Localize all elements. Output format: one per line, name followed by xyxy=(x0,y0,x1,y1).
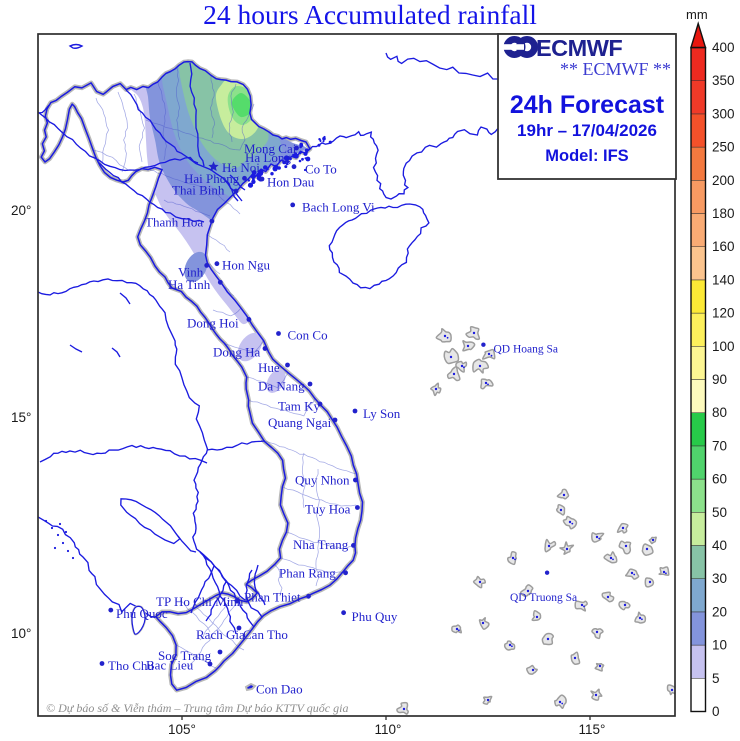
svg-text:Thanh Hoa: Thanh Hoa xyxy=(145,215,203,230)
svg-text:250: 250 xyxy=(712,140,735,155)
svg-text:115°: 115° xyxy=(579,722,606,737)
svg-text:Ha Long: Ha Long xyxy=(245,150,291,165)
svg-text:19hr – 17/04/2026: 19hr – 17/04/2026 xyxy=(517,121,657,140)
svg-text:70: 70 xyxy=(712,438,727,453)
svg-text:Rach Gia: Rach Gia xyxy=(196,627,245,642)
svg-text:Ha Noi: Ha Noi xyxy=(222,160,260,175)
svg-text:© Dự báo số & Viễn thám – Trun: © Dự báo số & Viễn thám – Trung tâm Dự b… xyxy=(46,701,348,715)
svg-text:Nha Trang: Nha Trang xyxy=(293,537,349,552)
svg-text:Hai Phong: Hai Phong xyxy=(184,171,240,186)
svg-text:Hon Ngu: Hon Ngu xyxy=(222,258,271,273)
svg-text:30: 30 xyxy=(712,571,727,586)
svg-text:200: 200 xyxy=(712,173,735,188)
svg-text:20: 20 xyxy=(712,604,727,619)
svg-text:Con Dao: Con Dao xyxy=(256,682,303,697)
svg-text:105°: 105° xyxy=(168,722,196,737)
svg-text:350: 350 xyxy=(712,73,735,88)
svg-text:Dong Hoi: Dong Hoi xyxy=(187,316,239,331)
svg-text:ECMWF: ECMWF xyxy=(536,35,622,61)
svg-text:Co To: Co To xyxy=(305,162,337,177)
svg-text:50: 50 xyxy=(712,505,727,520)
svg-text:10: 10 xyxy=(712,638,727,653)
svg-text:TP Ho Chi Minh: TP Ho Chi Minh xyxy=(156,594,244,609)
svg-text:300: 300 xyxy=(712,106,735,121)
svg-text:Con Co: Con Co xyxy=(288,328,328,343)
svg-text:Mong Cai: Mong Cai xyxy=(244,141,297,156)
svg-text:Vinh: Vinh xyxy=(178,265,204,280)
svg-text:Ha Tinh: Ha Tinh xyxy=(168,277,211,292)
svg-text:** ECMWF **: ** ECMWF ** xyxy=(560,59,671,79)
svg-text:15°: 15° xyxy=(11,410,31,425)
svg-text:Model: IFS: Model: IFS xyxy=(545,147,628,165)
svg-text:Quy Nhon: Quy Nhon xyxy=(295,473,350,488)
svg-text:60: 60 xyxy=(712,472,727,487)
svg-text:5: 5 xyxy=(712,671,720,686)
svg-text:Can Tho: Can Tho xyxy=(243,627,288,642)
svg-text:20°: 20° xyxy=(11,203,31,218)
svg-text:180: 180 xyxy=(712,206,735,221)
svg-text:80: 80 xyxy=(712,405,727,420)
svg-text:100: 100 xyxy=(712,339,735,354)
svg-text:140: 140 xyxy=(712,272,735,287)
svg-text:Phan Rang: Phan Rang xyxy=(279,566,336,581)
svg-text:Hue: Hue xyxy=(258,360,280,375)
svg-text:Phu Quoc: Phu Quoc xyxy=(116,606,168,621)
svg-text:110°: 110° xyxy=(375,722,402,737)
svg-text:400: 400 xyxy=(712,40,735,55)
svg-text:Bac Lieu: Bac Lieu xyxy=(146,658,194,673)
svg-text:40: 40 xyxy=(712,538,727,553)
svg-text:Da Nang: Da Nang xyxy=(258,379,305,394)
svg-text:0: 0 xyxy=(712,704,720,719)
svg-text:Tho Chu: Tho Chu xyxy=(108,658,154,673)
svg-text:10°: 10° xyxy=(11,626,31,641)
svg-text:Soc Trang: Soc Trang xyxy=(158,648,212,663)
svg-text:Hon Dau: Hon Dau xyxy=(267,175,315,190)
svg-text:QD Hoang Sa: QD Hoang Sa xyxy=(494,344,559,356)
svg-text:Tuy Hoa: Tuy Hoa xyxy=(305,502,351,517)
svg-text:QD Truong Sa: QD Truong Sa xyxy=(510,592,577,604)
svg-text:24 hours Accumulated rainfall: 24 hours Accumulated rainfall xyxy=(203,0,537,30)
svg-text:mm: mm xyxy=(686,7,708,22)
svg-text:Thai Binh: Thai Binh xyxy=(172,183,225,198)
svg-text:Phu Quy: Phu Quy xyxy=(352,609,398,624)
svg-text:120: 120 xyxy=(712,306,735,321)
svg-text:Bach Long Vi: Bach Long Vi xyxy=(302,200,375,215)
svg-text:90: 90 xyxy=(712,372,727,387)
svg-text:24h Forecast: 24h Forecast xyxy=(510,91,665,119)
svg-text:Ly Son: Ly Son xyxy=(363,406,401,421)
svg-text:Dong Ha: Dong Ha xyxy=(213,345,261,360)
svg-text:Phan Thiet: Phan Thiet xyxy=(244,590,301,605)
svg-text:Quang Ngai: Quang Ngai xyxy=(268,415,332,430)
svg-text:160: 160 xyxy=(712,239,735,254)
svg-text:Tam Ky: Tam Ky xyxy=(278,399,321,414)
